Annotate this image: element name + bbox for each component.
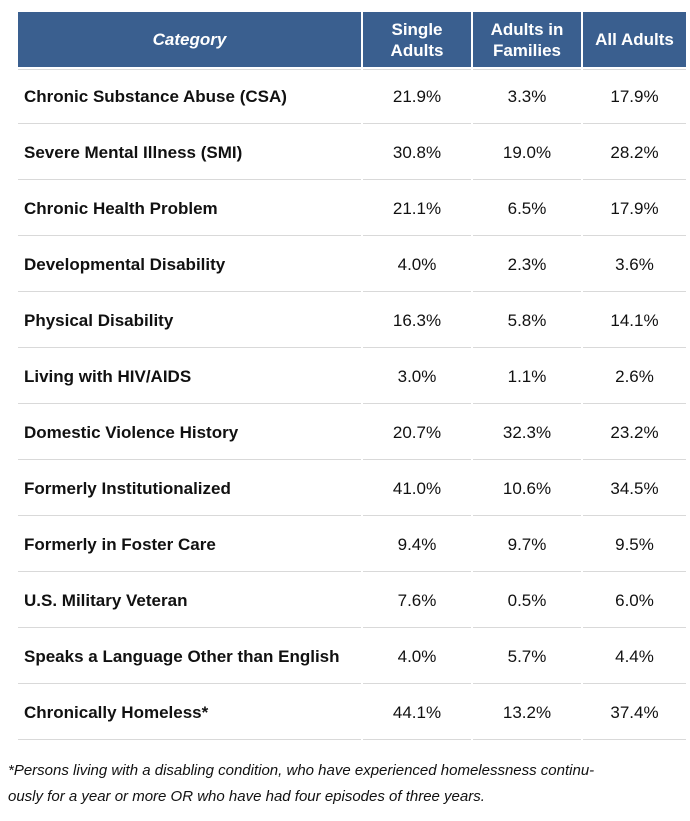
table-row: Severe Mental Illness (SMI) 30.8% 19.0% 28.…	[18, 126, 686, 180]
table-row: Chronically Homeless* 44.1% 13.2% 37.4%	[18, 686, 686, 740]
header-adults-in-families: Adults in Families	[473, 12, 581, 67]
row-category-label: Domestic Violence History	[18, 406, 361, 460]
row-single-adults-value: 4.0%	[363, 238, 471, 292]
footnote: *Persons living with a disabling conditi…	[8, 758, 688, 810]
row-single-adults-value: 44.1%	[363, 686, 471, 740]
row-all-adults-value: 23.2%	[583, 406, 686, 460]
row-single-adults-value: 3.0%	[363, 350, 471, 404]
row-category-label: U.S. Military Veteran	[18, 574, 361, 628]
row-category-label: Severe Mental Illness (SMI)	[18, 126, 361, 180]
row-adults-in-families-value: 1.1%	[473, 350, 581, 404]
row-adults-in-families-value: 3.3%	[473, 69, 581, 124]
row-category-label: Developmental Disability	[18, 238, 361, 292]
row-all-adults-value: 6.0%	[583, 574, 686, 628]
row-single-adults-value: 9.4%	[363, 518, 471, 572]
data-table-container: Category Single Adults Adults in Familie…	[16, 10, 686, 742]
table-row: Developmental Disability 4.0% 2.3% 3.6%	[18, 238, 686, 292]
row-category-label: Living with HIV/AIDS	[18, 350, 361, 404]
row-category-label: Physical Disability	[18, 294, 361, 348]
row-adults-in-families-value: 32.3%	[473, 406, 581, 460]
row-all-adults-value: 17.9%	[583, 182, 686, 236]
row-single-adults-value: 20.7%	[363, 406, 471, 460]
table-row: U.S. Military Veteran 7.6% 0.5% 6.0%	[18, 574, 686, 628]
row-category-label: Formerly in Foster Care	[18, 518, 361, 572]
row-single-adults-value: 41.0%	[363, 462, 471, 516]
row-category-label: Formerly Institutionalized	[18, 462, 361, 516]
table-row: Domestic Violence History 20.7% 32.3% 23.2%	[18, 406, 686, 460]
row-all-adults-value: 28.2%	[583, 126, 686, 180]
header-single-line2: Adults	[390, 40, 444, 60]
row-adults-in-families-value: 13.2%	[473, 686, 581, 740]
header-category: Category	[18, 12, 361, 67]
row-all-adults-value: 2.6%	[583, 350, 686, 404]
footnote-line2: ously for a year or more OR who have had…	[8, 788, 485, 805]
row-category-label: Chronic Health Problem	[18, 182, 361, 236]
table-row: Formerly in Foster Care 9.4% 9.7% 9.5%	[18, 518, 686, 572]
table-row: Physical Disability 16.3% 5.8% 14.1%	[18, 294, 686, 348]
row-adults-in-families-value: 19.0%	[473, 126, 581, 180]
footnote-line1: *Persons living with a disabling conditi…	[8, 762, 595, 779]
row-all-adults-value: 17.9%	[583, 69, 686, 124]
table-body: Chronic Substance Abuse (CSA) 21.9% 3.3% 17…	[18, 69, 686, 740]
table-row: Formerly Institutionalized 41.0% 10.6% 34.5…	[18, 462, 686, 516]
header-all-adults: All Adults	[583, 12, 686, 67]
row-single-adults-value: 16.3%	[363, 294, 471, 348]
row-category-label: Chronic Substance Abuse (CSA)	[18, 69, 361, 124]
row-adults-in-families-value: 5.8%	[473, 294, 581, 348]
header-single-adults: Single Adults	[363, 12, 471, 67]
row-all-adults-value: 9.5%	[583, 518, 686, 572]
row-all-adults-value: 37.4%	[583, 686, 686, 740]
row-single-adults-value: 7.6%	[363, 574, 471, 628]
table-header: Category Single Adults Adults in Familie…	[18, 12, 686, 67]
row-single-adults-value: 4.0%	[363, 630, 471, 684]
table-row: Speaks a Language Other than English 4.0%…	[18, 630, 686, 684]
row-all-adults-value: 3.6%	[583, 238, 686, 292]
data-table: Category Single Adults Adults in Familie…	[16, 10, 688, 742]
row-all-adults-value: 4.4%	[583, 630, 686, 684]
row-all-adults-value: 34.5%	[583, 462, 686, 516]
row-adults-in-families-value: 0.5%	[473, 574, 581, 628]
row-adults-in-families-value: 2.3%	[473, 238, 581, 292]
row-single-adults-value: 30.8%	[363, 126, 471, 180]
header-row: Category Single Adults Adults in Familie…	[18, 12, 686, 67]
row-adults-in-families-value: 9.7%	[473, 518, 581, 572]
table-row: Chronic Health Problem 21.1% 6.5% 17.9%	[18, 182, 686, 236]
header-families-line1: Adults in	[490, 19, 564, 39]
table-row: Chronic Substance Abuse (CSA) 21.9% 3.3% 17…	[18, 69, 686, 124]
header-single-line1: Single	[391, 19, 443, 39]
row-single-adults-value: 21.1%	[363, 182, 471, 236]
row-adults-in-families-value: 5.7%	[473, 630, 581, 684]
row-category-label: Speaks a Language Other than English	[18, 630, 361, 684]
table-row: Living with HIV/AIDS 3.0% 1.1% 2.6%	[18, 350, 686, 404]
row-category-label: Chronically Homeless*	[18, 686, 361, 740]
row-all-adults-value: 14.1%	[583, 294, 686, 348]
row-adults-in-families-value: 10.6%	[473, 462, 581, 516]
header-families-line2: Families	[492, 40, 562, 60]
row-single-adults-value: 21.9%	[363, 69, 471, 124]
row-adults-in-families-value: 6.5%	[473, 182, 581, 236]
